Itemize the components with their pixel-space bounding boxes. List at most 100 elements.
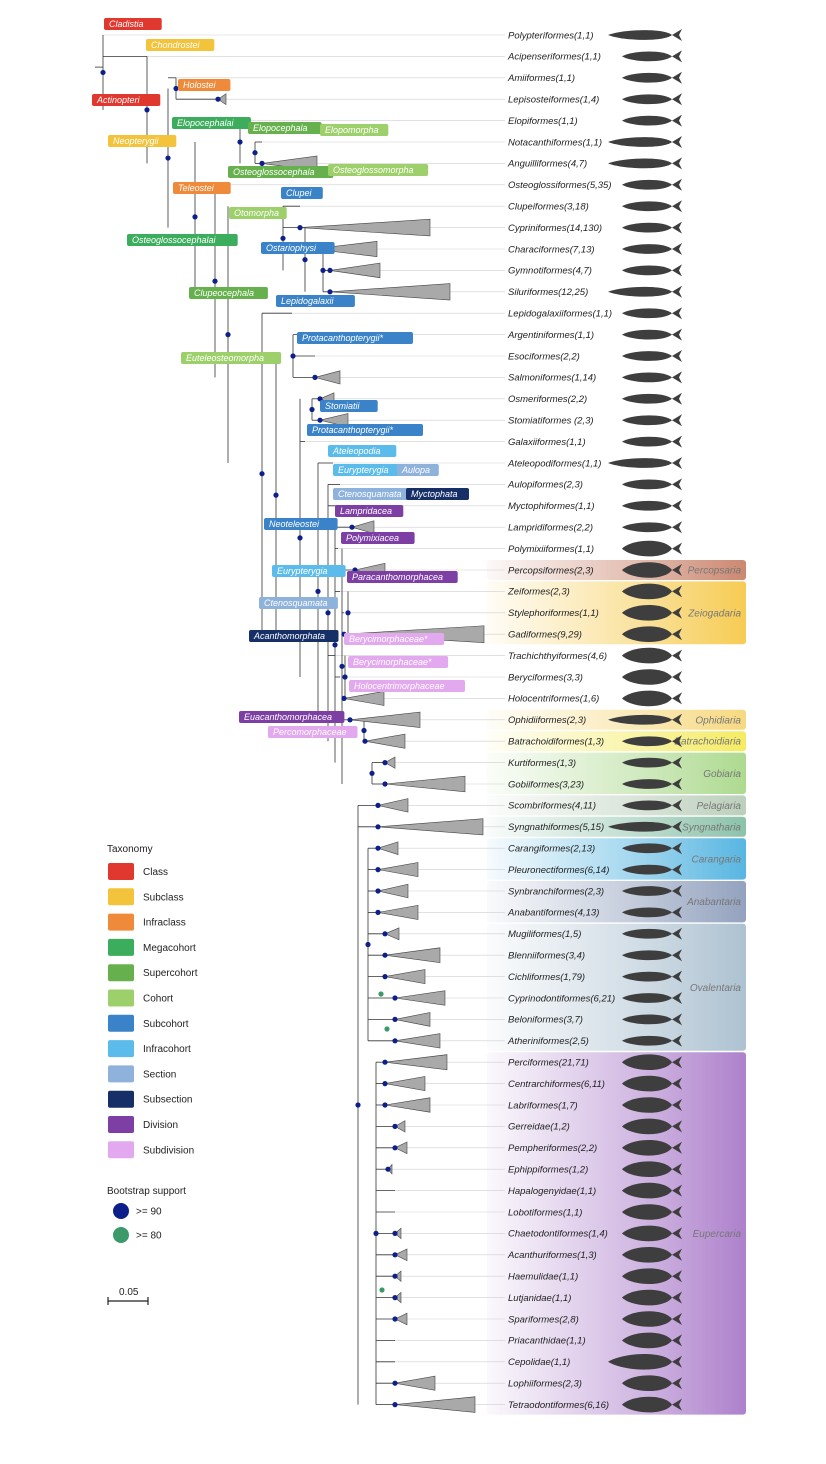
legend-swatch [108,1116,134,1133]
taxon-tag-bg [272,565,346,577]
fish-body [622,1289,672,1306]
fish-silhouette [622,243,682,255]
support-node [365,941,371,948]
collapsed-clade [394,1141,408,1155]
fish-body [622,436,672,447]
legend-title: Taxonomy [107,844,153,855]
collapsed-clade [313,370,341,385]
fish-tail [672,992,682,1004]
support-node [375,802,381,809]
fish-body [622,1225,672,1242]
fish-tail [672,178,682,191]
leaf-label: Spariformes(2,8) [508,1314,579,1325]
fish-silhouette [622,1289,682,1306]
fish-tail [672,243,682,255]
leaf-label: Polypteriformes(1,1) [508,30,594,41]
collapsed-clade [377,798,409,813]
support-node [225,332,231,338]
collapsed-clade [217,93,227,106]
leaf-label: Hapalogenyidae(1,1) [508,1186,596,1197]
fish-silhouette [622,626,682,643]
support-node [252,150,258,156]
fish-body [608,821,672,832]
taxon-tag: Lepidogalaxii [281,296,335,306]
fish-body [622,736,672,747]
leaf-label: Gobiiformes(3,23) [508,779,584,790]
leaf-label: Blenniiformes(3,4) [508,951,585,962]
support-node [375,888,381,894]
fish-body [622,500,672,511]
support-node [259,160,265,166]
support-node [392,1316,398,1322]
bootstrap-title: Bootstrap support [107,1186,186,1197]
leaf-label: Mugiliformes(1,5) [508,929,581,940]
support-node [345,610,351,616]
legend-item-label: Subclass [143,892,184,903]
fish-tail [672,136,682,148]
fish-tail [672,1355,682,1368]
taxon-tag: Protacanthopterygii* [302,333,384,343]
legend-swatch [108,1014,134,1032]
leaf-label: Cypriniformes(14,130) [508,223,602,234]
fish-silhouette [622,1311,682,1327]
taxon-tag: Holocentrimorphaceae [354,681,445,691]
fish-tail [672,392,682,405]
leaf-label: Amiiformes(1,1) [507,73,575,84]
fish-body [622,308,672,319]
fish-body [622,583,672,600]
group-label-ovalentaria: Ovalentaria [690,983,742,994]
taxon-tag-bg [406,488,469,500]
fish-tail [672,1056,682,1069]
group-label-syngnatharia: Syngnatharia [682,822,741,833]
taxon-tag-bg [268,726,358,738]
support-node [392,1402,398,1408]
leaf-label: Notacanthiformes(1,1) [508,137,602,148]
support-node [392,1380,398,1386]
fish-silhouette [622,307,682,320]
leaf-label: Lepidogalaxiiformes(1,1) [508,309,612,320]
support-node [349,524,355,530]
support-node-80 [379,1287,385,1293]
leaf-label: Cepolidae(1,1) [508,1357,570,1368]
fish-silhouette [622,735,682,748]
fish-silhouette [622,1118,682,1135]
support-node [373,1230,379,1236]
taxon-tag: Chondrostei [151,40,201,50]
legend-item-label: Infracohort [143,1044,191,1055]
support-node [355,1102,361,1108]
group-label-batrachoidiaria: Batrachoidiaria [674,737,741,748]
collapsed-clade [394,1396,476,1413]
fish-silhouette [622,221,682,234]
legend-item-label: Division [143,1120,178,1131]
leaf-label: Clupeiformes(3,18) [508,202,589,213]
leaf-label: Gymnotiformes(4,7) [508,266,592,277]
collapsed-clade [364,733,406,749]
taxon-tag: Ateleopodia [332,446,381,456]
fish-silhouette [608,820,682,833]
legend-swatch [108,1040,134,1058]
fish-body [622,1246,672,1263]
leaf-label: Kurtiformes(1,3) [508,758,576,769]
fish-tail [672,949,682,962]
leaf-label: Characiformes(7,13) [508,244,595,255]
collapsed-clade [350,520,375,535]
fish-silhouette [622,1013,682,1026]
leaf-label: Acanthuriformes(1,3) [507,1250,597,1261]
support-nodes [100,69,398,1408]
fish-silhouette [622,1246,682,1263]
fish-tail [672,350,682,362]
support-node [382,1102,388,1108]
legend-item-label: Infraclass [143,918,186,929]
leaf-label: Centrarchiformes(6,11) [508,1079,605,1090]
leaf-label: Anguilliformes(4,7) [507,159,587,170]
support-node [320,267,326,273]
fish-silhouette [622,350,682,362]
taxon-tag: Berycimorphaceae* [353,657,432,667]
collapsed-clade [384,969,426,985]
fish-body [622,329,672,340]
support-node [392,995,398,1001]
taxon-tag: Stomiatii [325,401,361,411]
collapsed-clade [311,241,378,257]
fish-tail [672,307,682,320]
